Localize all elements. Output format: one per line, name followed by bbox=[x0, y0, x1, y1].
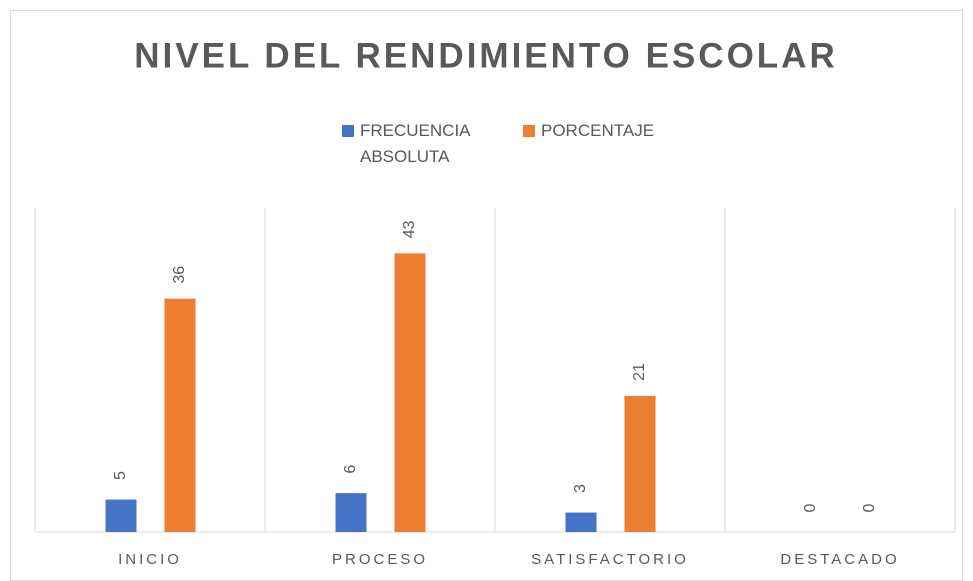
x-tick-label: PROCESO bbox=[332, 551, 428, 568]
bar bbox=[335, 493, 367, 532]
bar bbox=[565, 512, 597, 532]
x-tick-label: DESTACADO bbox=[780, 551, 899, 568]
chart-border bbox=[10, 10, 963, 581]
data-label: 21 bbox=[631, 363, 648, 381]
legend-item: PORCENTAJE bbox=[523, 118, 723, 144]
x-tick-label: INICIO bbox=[118, 551, 182, 568]
data-label: 43 bbox=[401, 220, 418, 238]
data-label: 5 bbox=[112, 471, 129, 480]
bar bbox=[624, 395, 656, 532]
data-label: 0 bbox=[802, 503, 819, 512]
data-label: 3 bbox=[572, 484, 589, 493]
legend-label: PORCENTAJE bbox=[541, 121, 655, 140]
bar bbox=[394, 253, 426, 533]
bar bbox=[105, 499, 137, 532]
data-label: 36 bbox=[171, 266, 188, 284]
x-tick-label: SATISFACTORIO bbox=[531, 551, 689, 568]
legend-label: FRECUENCIA ABSOLUTA bbox=[360, 121, 470, 166]
legend-item: FRECUENCIA ABSOLUTA bbox=[342, 118, 492, 170]
data-label: 6 bbox=[342, 465, 359, 474]
chart-title: NIVEL DEL RENDIMIENTO ESCOLAR bbox=[134, 36, 837, 75]
legend-swatch bbox=[523, 125, 535, 137]
bar bbox=[164, 298, 196, 532]
data-label: 0 bbox=[861, 503, 878, 512]
legend-swatch bbox=[342, 125, 354, 137]
